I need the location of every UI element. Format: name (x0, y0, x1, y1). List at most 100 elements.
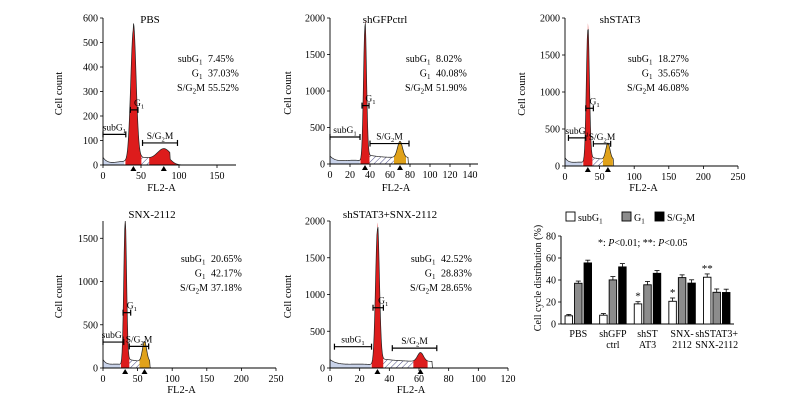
x-tick-label: 100 (627, 172, 642, 183)
x-tick-label: 150 (661, 172, 676, 183)
stat-label-rest (653, 54, 656, 65)
stat-label-rest: M (646, 83, 655, 94)
x-tick-label: 100 (165, 374, 180, 385)
category-label: PBS (569, 329, 587, 340)
gate-label: subG1 (333, 126, 356, 138)
x-tick-label: 50 (136, 171, 146, 182)
category-label: shGFP (599, 329, 627, 340)
significance-mark: ** (702, 263, 713, 275)
x-tick-label: 0 (328, 170, 333, 181)
gate-label: S/G2M (147, 132, 174, 144)
peak-marker (604, 167, 611, 172)
gate-label-main: S/G (376, 133, 391, 143)
gate-label: G1 (127, 302, 137, 314)
gate-label-sub: 2 (140, 340, 143, 347)
stat-label-rest: M (424, 83, 433, 94)
x-tick-label: 50 (595, 172, 605, 183)
legend-swatch (621, 211, 632, 222)
stat-label: S/G2M (627, 83, 655, 96)
x-tick-label: 0 (101, 171, 106, 182)
stat-label: G1 (642, 69, 655, 82)
gate-label-sub: 1 (141, 103, 144, 110)
y-tick-label: 0 (93, 161, 98, 172)
peak-marker (374, 369, 381, 374)
y-axis-label: Cell count (54, 72, 65, 116)
y-tick-label: 1000 (305, 87, 325, 98)
legend-swatch (565, 211, 576, 222)
gate-label: G1 (378, 297, 388, 309)
legend-label-sub: 2 (683, 218, 687, 226)
x-tick-label: 200 (234, 374, 249, 385)
gate-label-sub: 2 (391, 137, 394, 144)
x-tick-label: 50 (133, 374, 143, 385)
peak-marker (141, 369, 148, 374)
gate-label: G1 (134, 99, 144, 111)
gate-label-main: G (589, 97, 596, 107)
subg1-area (330, 359, 371, 368)
x-tick-label: 40 (365, 170, 375, 181)
x-tick-label: 150 (199, 374, 214, 385)
stat-label-rest (431, 54, 434, 65)
peak-marker (397, 165, 403, 170)
stat-label-main: subG (178, 54, 199, 65)
y-tick-label: 1500 (305, 253, 325, 264)
stat-label-main: G (420, 69, 427, 80)
y-tick-label: 2000 (540, 14, 560, 25)
g2m-peak (413, 352, 428, 368)
x-tick-label: 20 (355, 374, 365, 385)
x-axis-label: FL2-A (382, 183, 411, 194)
stat-label-sub: 1 (432, 273, 436, 281)
hist-panel-4: 0 20 40 60 80 100 120 0 500 1000 1500 2000 FL2-A Cell… (283, 209, 516, 396)
stat-value: 28.65% (441, 283, 472, 294)
bar-SG2M-3 (687, 282, 696, 325)
y-tick-label: 1500 (540, 51, 560, 62)
category-label: SNX-2112 (695, 340, 738, 351)
bar-SG2M-1 (618, 266, 627, 325)
y-tick-label: 500 (83, 320, 98, 331)
stat-label-sub: 1 (427, 73, 431, 81)
x-axis-label: FL2-A (629, 183, 658, 194)
gate-label: S/G2M (401, 337, 428, 349)
gate-label-sub: 2 (604, 137, 607, 144)
x-tick-label: 150 (210, 171, 225, 182)
subg1-area (103, 359, 121, 368)
stat-value: 51.90% (436, 83, 467, 94)
stat-label: S/G2M (180, 283, 208, 296)
gate-label-sub: 1 (122, 336, 125, 343)
y-tick-label: 2000 (305, 14, 325, 25)
gate-label-sub: 1 (134, 306, 137, 313)
category-label: SNX- (670, 329, 693, 340)
stat-label-sub: 1 (199, 73, 203, 81)
stat-label: subG1 (406, 54, 433, 67)
bar-G1-0 (574, 282, 583, 325)
x-tick-label: 80 (444, 374, 454, 385)
y-tick-label: 0 (320, 364, 325, 375)
stat-label-sub: 2 (421, 88, 425, 96)
gate-label-main: S/G (401, 337, 416, 347)
histogram-outline (102, 220, 273, 369)
x-tick-label: 100 (172, 171, 187, 182)
y-tick-label: 1000 (78, 277, 98, 288)
gate-label-sub: 1 (361, 340, 364, 347)
legend-label-main: subG (578, 213, 599, 224)
g2m-peak (394, 141, 406, 164)
y-tick-label: 0 (93, 364, 98, 375)
x-tick-label: 100 (471, 374, 486, 385)
stat-label-sub: 1 (649, 73, 653, 81)
category-label: AT3 (639, 340, 656, 351)
stat-label: S/G2M (410, 283, 438, 296)
stat-label-rest (203, 69, 206, 80)
y-tick-label: 500 (83, 38, 98, 49)
gate-label-rest: M (607, 133, 616, 143)
gate-label-main: G (365, 95, 372, 105)
x-axis-label: FL2-A (397, 385, 426, 396)
subg1-area (330, 155, 360, 164)
note-part: P (657, 238, 664, 249)
stat-label-main: S/G (405, 83, 421, 94)
gate-label-sub: 1 (385, 301, 388, 308)
bar-G1-3 (677, 277, 687, 325)
x-tick-label: 100 (423, 170, 438, 181)
y-tick-label: 0 (320, 160, 325, 171)
stat-label: G1 (195, 269, 208, 282)
stat-value: 37.18% (211, 283, 242, 294)
